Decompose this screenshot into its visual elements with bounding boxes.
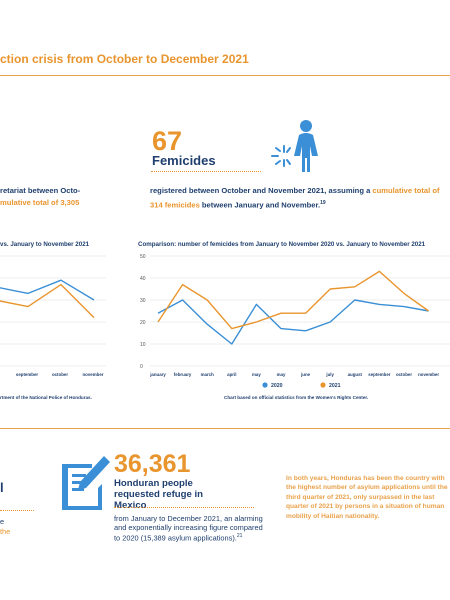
left-chart-title: vs. January to November 2021 <box>0 241 90 248</box>
left-x-tick: october <box>52 372 68 377</box>
asylum-footnote: 21 <box>236 533 243 539</box>
legend-label-2020: 2020 <box>271 383 283 389</box>
left-paragraph-line1: retariat between Octo- <box>0 186 81 195</box>
left-paragraph: retariat between Octo- mulative total of… <box>0 185 96 209</box>
left-series-line-orange <box>0 283 95 319</box>
main-x-tick: february <box>174 372 192 377</box>
main-series-line-2020 <box>157 299 429 345</box>
left-x-tick: november <box>83 372 104 377</box>
main-x-tick: april <box>227 372 236 377</box>
main-chart-source: Chart based on official statistics from … <box>224 395 369 400</box>
left-fragment-divider <box>0 510 34 511</box>
left-x-tick: september <box>16 372 38 377</box>
left-paragraph-highlight: mulative total of 3,305 <box>0 198 80 207</box>
femicides-desc-post: between January and November. <box>199 200 321 210</box>
main-x-tick: july <box>325 372 334 377</box>
right-note: In both years, Honduras has been the cou… <box>286 475 448 520</box>
woman-icon <box>271 120 318 172</box>
left-fragment-1: l <box>0 480 4 495</box>
femicides-divider <box>151 171 261 172</box>
asylum-number: 36,361 <box>114 450 191 478</box>
main-y-tick: 40 <box>140 276 146 282</box>
main-x-tick: may <box>277 372 286 377</box>
asylum-divider <box>114 507 254 508</box>
femicides-desc-highlight: cumulative total of 314 femicides <box>150 186 440 210</box>
left-series-line-blue <box>0 279 95 301</box>
left-fragment-2: e <box>0 517 5 526</box>
femicides-footnote: 19 <box>320 200 326 206</box>
left-chart-source: rtment of the National Police of Hondura… <box>0 395 92 400</box>
main-y-tick: 10 <box>140 342 146 348</box>
main-y-tick: 50 <box>140 254 146 260</box>
femicides-label: Femicides <box>152 153 216 168</box>
left-fragment-3: the <box>0 527 11 536</box>
femicides-desc-pre: registered between October and November … <box>150 186 373 195</box>
main-x-tick: june <box>300 372 311 377</box>
main-x-tick: august <box>348 372 363 377</box>
femicides-description: registered between October and November … <box>150 185 450 212</box>
legend-label-2021: 2021 <box>329 383 341 389</box>
main-x-tick: may <box>252 372 261 377</box>
main-y-tick: 30 <box>140 298 146 304</box>
asylum-label: Honduran people requested refuge in Mexi… <box>114 478 204 511</box>
charts-area: 0 10 20 30 40 50 january february march april may m… <box>0 254 450 389</box>
section-title: ction crisis from October to December 20… <box>0 52 249 66</box>
main-series-line-2021 <box>157 270 430 330</box>
main-chart-title: Comparison: number of femicides from Jan… <box>138 241 426 248</box>
main-x-tick: november <box>418 372 439 377</box>
legend-dot-2021 <box>320 382 326 388</box>
main-x-tick: october <box>396 372 412 377</box>
main-x-tick: march <box>201 372 214 377</box>
main-y-tick: 20 <box>140 320 146 326</box>
document-pen-icon <box>62 456 110 510</box>
femicides-number: 67 <box>152 126 183 156</box>
legend-dot-2020 <box>262 382 268 388</box>
bottom-rule <box>0 428 450 429</box>
main-y-tick: 0 <box>140 364 143 370</box>
main-x-tick: september <box>368 372 390 377</box>
asylum-description: from January to December 2021, an alarmi… <box>114 514 264 542</box>
asylum-description-text: from January to December 2021, an alarmi… <box>114 514 263 543</box>
main-x-tick: january <box>149 372 166 377</box>
header-rule <box>0 75 450 76</box>
